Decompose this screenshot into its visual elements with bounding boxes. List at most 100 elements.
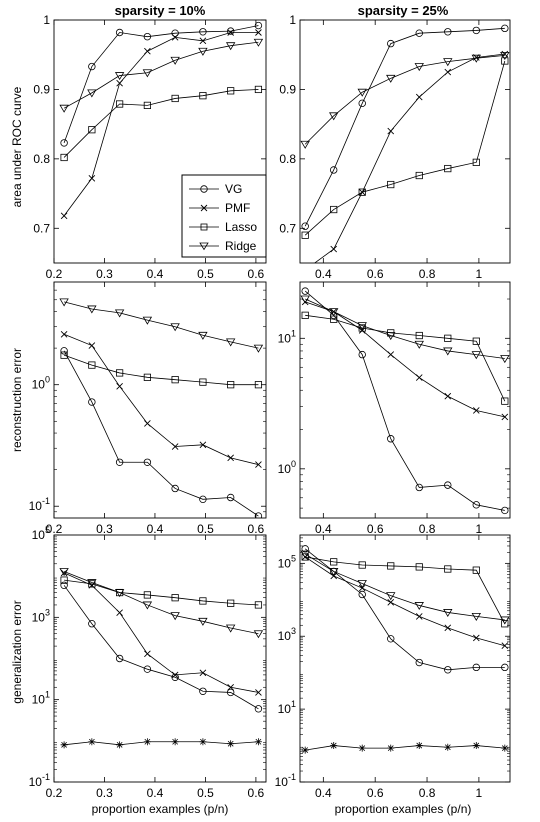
point-ridge: [443, 609, 453, 618]
point-ridge: [253, 630, 264, 639]
point-lasso: [330, 205, 338, 214]
col-title-left: sparsity = 10%: [115, 3, 206, 18]
series-line-pmf: [304, 556, 505, 647]
ylabel-row2: reconstruction error: [10, 348, 24, 452]
point-pmf: [116, 609, 123, 616]
point-pmf: [472, 407, 480, 414]
point-ridge: [414, 63, 424, 72]
point-vg: [199, 495, 207, 504]
panel-recon-10: 0.2 0.3 0.4 0.5 0.6 10-1 100: [29, 281, 267, 536]
point-ridge: [170, 612, 180, 621]
y-tick-label: 1: [289, 13, 296, 27]
point-vg: [387, 635, 395, 643]
point-pmf: [387, 351, 395, 358]
point-vg: [143, 665, 152, 673]
y-tick-label: 103: [32, 607, 50, 624]
legend-marker-pmf: [200, 204, 208, 212]
series-line-vg: [63, 350, 259, 517]
y-tick-label: 101: [32, 690, 50, 707]
point-lasso: [171, 376, 179, 384]
point-pmf: [144, 47, 151, 55]
point-lasso: [472, 337, 480, 345]
point-lasso: [171, 594, 179, 602]
point-lasso: [60, 153, 68, 162]
point-baseline: [143, 738, 151, 746]
point-baseline: [444, 743, 452, 751]
x-tick-label: 0.3: [96, 786, 113, 800]
series-line-ridge: [63, 571, 259, 635]
point-ridge: [253, 38, 264, 47]
point-vg: [472, 501, 480, 509]
point-lasso: [227, 87, 235, 95]
point-pmf: [60, 330, 68, 338]
series-line-ridge: [63, 41, 259, 109]
xlabel-left: proportion examples (p/n): [92, 802, 229, 816]
point-baseline: [301, 746, 309, 754]
point-ridge: [329, 568, 339, 577]
point-ridge: [471, 54, 481, 63]
point-baseline: [501, 744, 509, 752]
point-vg: [387, 39, 395, 48]
point-vg: [301, 287, 309, 295]
point-vg: [226, 688, 235, 697]
point-vg: [88, 620, 96, 628]
point-lasso: [387, 562, 395, 570]
point-lasso: [116, 100, 124, 108]
point-pmf: [415, 93, 423, 101]
x-tick-label: 0.5: [197, 522, 214, 536]
point-vg: [415, 29, 423, 37]
point-vg: [60, 347, 68, 355]
point-vg: [358, 99, 366, 108]
x-tick-label: 1: [476, 267, 483, 281]
point-ridge: [198, 47, 208, 56]
y-tick-label: 105: [32, 525, 50, 542]
legend-label-vg: VG: [225, 182, 242, 196]
series-line-lasso: [64, 579, 259, 606]
panels-group: 0.2 0.3 0.4 0.5 0.60.70.80.910.4 0.6 0.8 10.70.…: [29, 13, 511, 800]
x-tick-label: 0.6: [248, 786, 265, 800]
point-pmf: [415, 374, 423, 381]
x-tick-label: 0.6: [248, 522, 265, 536]
point-lasso: [199, 92, 207, 100]
point-vg: [254, 512, 263, 518]
point-ridge: [500, 616, 510, 625]
point-ridge: [59, 104, 69, 113]
point-ridge: [300, 550, 310, 559]
x-tick-label: 0.6: [248, 267, 265, 281]
point-ridge: [59, 568, 69, 577]
legend-label-ridge: Ridge: [225, 239, 257, 253]
point-vg: [115, 28, 124, 37]
point-ridge: [198, 617, 208, 626]
point-ridge: [329, 112, 339, 121]
x-tick-label: 0.6: [367, 522, 384, 536]
point-baseline: [415, 742, 423, 750]
point-vg: [358, 350, 366, 359]
point-ridge: [386, 332, 396, 341]
point-vg: [88, 62, 96, 71]
point-pmf: [199, 669, 207, 677]
point-ridge: [114, 72, 125, 81]
point-ridge: [386, 74, 396, 83]
point-lasso: [387, 180, 395, 189]
point-ridge: [142, 69, 153, 78]
y-tick-label: 101: [278, 699, 296, 716]
point-lasso: [199, 597, 207, 605]
point-lasso: [88, 126, 96, 134]
point-baseline: [60, 741, 68, 749]
y-tick-label: 105: [278, 553, 296, 570]
series-line-lasso: [305, 556, 506, 624]
point-ridge: [114, 589, 125, 598]
y-tick-label: 0.9: [33, 82, 50, 96]
y-tick-label: 10-1: [29, 496, 50, 513]
panel-gen-10: 0.2 0.3 0.4 0.5 0.6 10-1 101 103 105: [29, 525, 267, 800]
point-ridge: [170, 56, 180, 65]
xlabel-right: proportion examples (p/n): [335, 802, 472, 816]
point-vg: [254, 705, 263, 713]
point-pmf: [88, 342, 96, 349]
point-pmf: [255, 461, 262, 468]
point-lasso: [301, 553, 309, 561]
series-group: [59, 21, 264, 220]
point-lasso: [472, 158, 480, 166]
x-tick-label: 1: [476, 786, 483, 800]
point-lasso: [501, 397, 509, 405]
